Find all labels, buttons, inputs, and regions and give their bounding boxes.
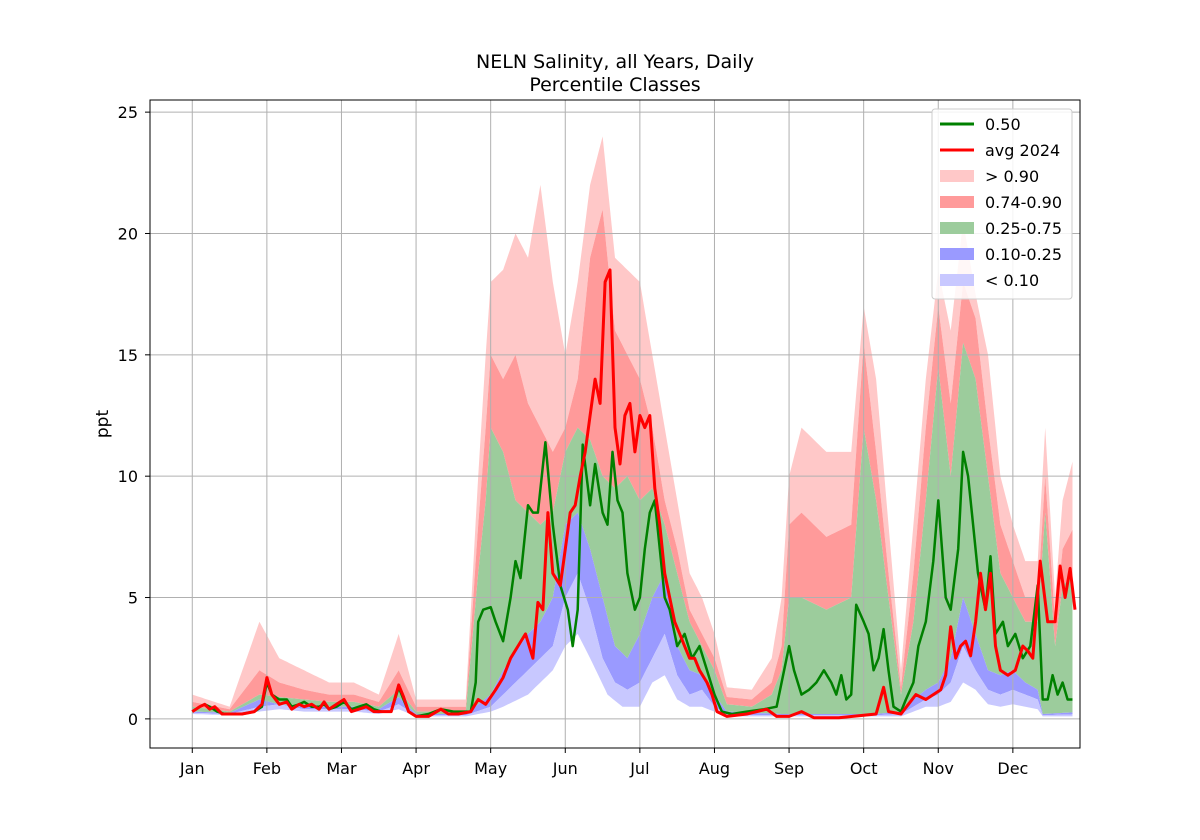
x-tick-label: Feb bbox=[253, 759, 281, 778]
x-axis-ticks: Jan Feb Mar Apr May Jun Jul Aug Sep Oct Nov Dec bbox=[179, 748, 1028, 778]
chart-subtitle: Percentile Classes bbox=[529, 74, 700, 96]
legend-patch-swatch bbox=[940, 248, 974, 260]
y-tick-label: 10 bbox=[118, 467, 138, 486]
legend-label: > 0.90 bbox=[985, 167, 1039, 186]
y-tick-label: 0 bbox=[128, 710, 138, 729]
x-tick-label: Oct bbox=[850, 759, 878, 778]
plot-frame bbox=[149, 99, 1081, 749]
x-tick-label: Sep bbox=[774, 759, 804, 778]
x-tick-label: Jul bbox=[629, 759, 649, 778]
legend-label: 0.10-0.25 bbox=[985, 245, 1062, 264]
y-tick-label: 20 bbox=[118, 224, 138, 243]
band-25-75 bbox=[192, 342, 1073, 714]
x-tick-label: Jun bbox=[552, 759, 578, 778]
chart-title: NELN Salinity, all Years, Daily bbox=[476, 51, 754, 73]
legend-patch-swatch bbox=[940, 196, 974, 208]
legend-label: 0.50 bbox=[985, 115, 1021, 134]
band-10-25 bbox=[192, 512, 1073, 716]
x-tick-label: May bbox=[474, 759, 507, 778]
x-tick-label: Dec bbox=[997, 759, 1028, 778]
y-axis-label: ppt bbox=[93, 410, 113, 439]
avg-2024-line bbox=[191, 268, 1077, 720]
x-tick-label: Apr bbox=[402, 759, 430, 778]
legend-label: avg 2024 bbox=[985, 141, 1060, 160]
band-74-90 bbox=[192, 209, 1073, 712]
legend: 0.50 avg 2024 > 0.90 0.74-0.90 0.25-0.75 0.10… bbox=[931, 108, 1073, 300]
y-tick-label: 25 bbox=[118, 103, 138, 122]
legend-label: < 0.10 bbox=[985, 271, 1039, 290]
x-tick-label: Mar bbox=[326, 759, 357, 778]
y-tick-label: 5 bbox=[128, 589, 138, 608]
legend-patch-swatch bbox=[940, 274, 974, 286]
band-below-10 bbox=[192, 573, 1073, 717]
legend-patch-swatch bbox=[940, 222, 974, 234]
legend-label: 0.74-0.90 bbox=[985, 193, 1062, 212]
y-axis-ticks: 0 5 10 15 20 25 bbox=[118, 103, 150, 729]
y-tick-label: 15 bbox=[118, 346, 138, 365]
x-tick-label: Nov bbox=[923, 759, 954, 778]
x-tick-label: Aug bbox=[699, 759, 730, 778]
x-tick-label: Jan bbox=[179, 759, 205, 778]
percentile-bands bbox=[192, 136, 1073, 717]
series-lines bbox=[191, 268, 1077, 720]
legend-label: 0.25-0.75 bbox=[985, 219, 1062, 238]
legend-patch-swatch bbox=[940, 170, 974, 182]
